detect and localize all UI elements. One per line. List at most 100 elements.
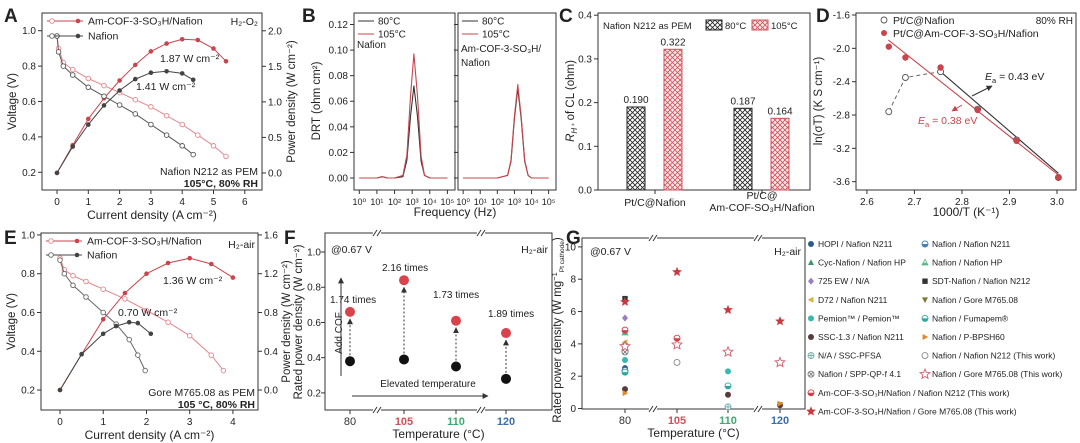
- data-point: [126, 336, 132, 343]
- data-point: [1013, 137, 1020, 145]
- y-tick-label: 0.12: [329, 20, 349, 31]
- ea-value: = 0.43 eV: [996, 71, 1044, 83]
- drt-curve: [359, 53, 448, 179]
- data-point: [100, 331, 106, 337]
- x-tick-label: 10⁵: [542, 197, 556, 207]
- x-tick-label: 10⁵: [441, 197, 455, 207]
- connector-dashed: [888, 71, 941, 112]
- axis-break-mark: [476, 229, 482, 237]
- data-point: [85, 84, 92, 91]
- legend-label: Nafion / SPP-QP-f 4.1: [818, 369, 901, 379]
- data-point: [725, 391, 731, 398]
- y-tick-label: 0.8: [22, 62, 36, 73]
- axis-break-gap: [649, 235, 657, 241]
- bar-value-label: 0.322: [660, 37, 685, 48]
- data-point: [195, 132, 201, 138]
- data-point: [100, 309, 106, 316]
- plot-frame-A: [41, 12, 263, 191]
- data-point: [186, 332, 193, 339]
- arrow: [951, 104, 963, 112]
- data-point: [86, 116, 91, 122]
- data-point: [60, 63, 67, 69]
- drt-curve: [463, 87, 549, 179]
- category-label: 105: [395, 416, 413, 428]
- y-tick-label: 0.02: [329, 148, 349, 159]
- y-tick-label: 0.4: [307, 353, 321, 364]
- legend-label: Nafion / P-BPSH60: [932, 332, 1005, 342]
- legend-label: Nafion: [88, 31, 119, 43]
- ea-symbol: E: [918, 115, 926, 127]
- legend-marker: [921, 258, 929, 266]
- plot-frame-F: [324, 232, 553, 411]
- data-point: [190, 151, 196, 158]
- panel-letter: C: [559, 6, 573, 27]
- data-point: [187, 255, 192, 261]
- data-point: [621, 326, 629, 334]
- series-line: [56, 70, 194, 174]
- x-axis-label: 1000/T (K⁻¹): [933, 205, 1000, 219]
- x-tick-label: 1: [100, 417, 106, 428]
- panel-letter: E: [4, 228, 17, 249]
- data-point: [179, 143, 185, 149]
- data-point: [773, 356, 787, 368]
- data-point: [724, 382, 732, 390]
- data-point: [135, 352, 141, 358]
- legend-marker: [921, 314, 929, 322]
- x-axis-label: Frequency (Hz): [414, 205, 497, 219]
- category-label: Am-COF-SO₃H/Nafion: [709, 202, 814, 214]
- x-axis-label: Current density (A cm⁻²): [85, 428, 215, 442]
- data-point: [163, 112, 170, 119]
- y-tick-label: 0.3: [578, 54, 592, 65]
- x-tick-label: 4: [179, 197, 185, 208]
- y-tick-label: 0.2: [578, 98, 592, 109]
- data-point: [723, 304, 733, 314]
- y-tick-label: 0.6: [307, 318, 321, 329]
- annotation: 1.41 W cm⁻²: [136, 81, 196, 93]
- arrow: [971, 85, 993, 97]
- legend-marker: [921, 240, 929, 248]
- annotation: 80% RH: [1036, 16, 1073, 27]
- data-point: [117, 78, 122, 83]
- y-label-symbol: R: [565, 134, 577, 142]
- legend-label: SSC-1.3 / Nafion N211: [818, 332, 904, 342]
- legend-label: Nafion / Gore M765.08 (This work): [932, 369, 1063, 379]
- legend-label: Cyc-Nafion / Nafion HP: [818, 258, 906, 268]
- category-label: 110: [719, 415, 737, 427]
- legend-marker: [49, 18, 55, 24]
- data-point: [126, 319, 132, 325]
- y-tick-label: -3.6: [833, 177, 851, 188]
- panel-letter: B: [302, 6, 316, 27]
- data-point: [164, 69, 169, 74]
- legend-marker: [921, 352, 929, 360]
- ratio-label: 1.89 times: [488, 309, 534, 320]
- data-point: [86, 122, 91, 127]
- y-tick-label: 0.6: [21, 308, 35, 319]
- x-tick-label: 3.0: [1050, 197, 1064, 208]
- fit-line: [887, 39, 1059, 176]
- cof-point: [399, 275, 409, 286]
- x-tick-label: 5: [211, 197, 217, 208]
- legend-marker: [922, 334, 929, 340]
- legend-label: 105°C: [378, 30, 406, 41]
- plot-frame-G: [581, 237, 806, 410]
- bar: [626, 106, 646, 191]
- legend-label: 80°C: [482, 17, 504, 28]
- data-point: [69, 72, 76, 78]
- cof-point: [451, 315, 461, 326]
- data-point: [190, 77, 196, 83]
- data-point: [57, 387, 63, 393]
- legend-label: Pt/C@Nafion: [893, 15, 955, 27]
- data-point: [165, 319, 171, 325]
- axis-break-mark: [372, 406, 378, 414]
- x-tick-label: 3: [148, 197, 154, 208]
- y-tick-label: 0.2: [21, 386, 35, 397]
- data-point: [179, 37, 185, 42]
- ea-value: = 0.38 eV: [929, 115, 977, 127]
- data-point: [673, 334, 681, 342]
- x-tick-label: 10⁴: [525, 197, 539, 207]
- category-label: Pt/C@: [746, 190, 777, 202]
- data-point: [974, 106, 981, 114]
- legend-label: Am-COF-3-SO₃H/Nafion / Gore M765.08 (Thi…: [818, 406, 1017, 416]
- category-label: Pt/C@Nafion: [624, 197, 686, 209]
